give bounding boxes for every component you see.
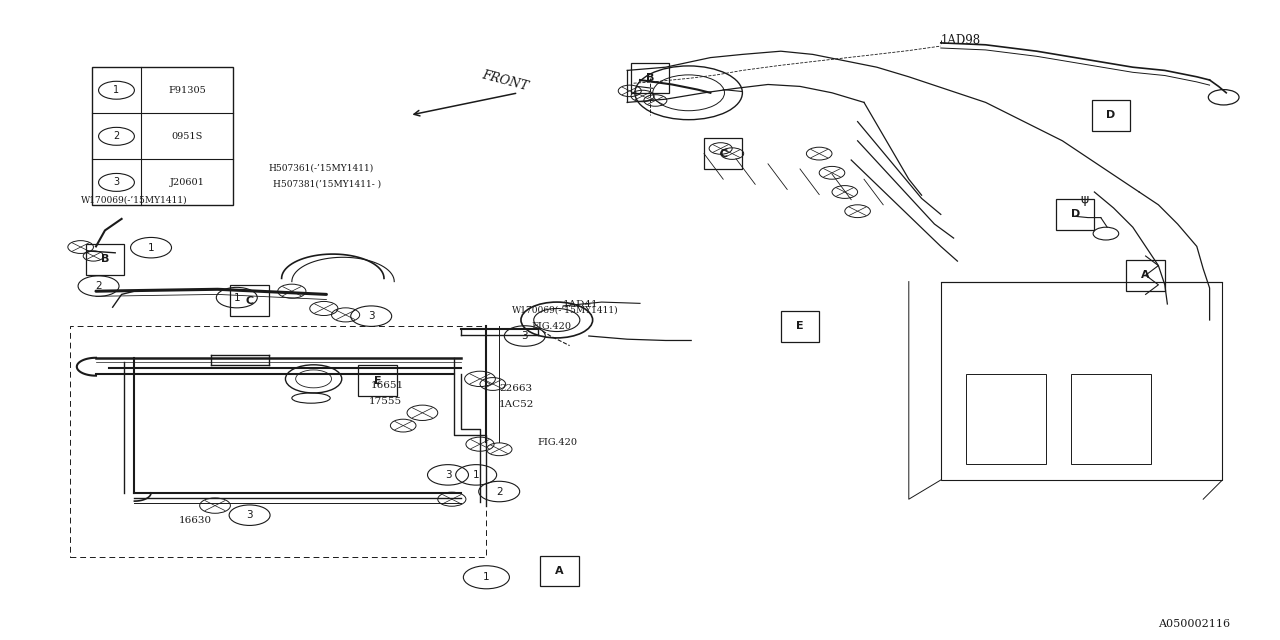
Text: D: D [1106,110,1116,120]
Text: FIG.420: FIG.420 [531,322,571,331]
Text: E: E [796,321,804,332]
Text: B: B [101,254,109,264]
Text: D: D [1070,209,1080,220]
Text: W170069(-’15MY1411): W170069(-’15MY1411) [81,195,187,204]
Bar [1071,374,1151,464]
Text: 3: 3 [444,470,452,480]
Text: H507381(’15MY1411- ): H507381(’15MY1411- ) [273,180,380,189]
Bar [631,63,669,93]
Text: 3: 3 [367,311,375,321]
Text: FRONT: FRONT [480,68,530,93]
Text: F91305: F91305 [168,86,206,95]
Text: A: A [556,566,563,576]
Text: 17555: 17555 [369,397,402,406]
Text: 1AC52: 1AC52 [499,400,535,409]
Text: 0951S: 0951S [172,132,202,141]
Text: 1AD98: 1AD98 [941,34,980,47]
Bar [1092,100,1130,131]
Bar [70,326,486,557]
Bar [1126,260,1165,291]
Bar [540,556,579,586]
Text: W170069(-’15MY1411): W170069(-’15MY1411) [512,306,618,315]
Text: 1: 1 [472,470,480,480]
Bar [704,138,742,169]
Text: C: C [246,296,253,306]
Bar [86,244,124,275]
Text: H507361(-’15MY1411): H507361(-’15MY1411) [269,164,374,173]
Text: 3: 3 [246,510,253,520]
Text: FIG.420: FIG.420 [538,438,577,447]
Text: 2: 2 [95,281,102,291]
Bar [941,282,1222,480]
Bar [358,365,397,396]
Bar [1056,199,1094,230]
Text: 1: 1 [147,243,155,253]
Text: 1: 1 [114,85,119,95]
Text: E: E [374,376,381,386]
Text: A050002116: A050002116 [1158,619,1230,629]
Text: 2: 2 [495,486,503,497]
Text: 16651: 16651 [371,381,404,390]
Text: 1AD41: 1AD41 [563,300,599,308]
Bar [230,285,269,316]
Text: C: C [719,148,727,159]
Text: 3: 3 [521,331,529,341]
Text: 22663: 22663 [499,384,532,393]
Text: 1: 1 [483,572,490,582]
Bar [92,67,233,205]
Bar [966,374,1046,464]
Text: ψ: ψ [1080,193,1088,206]
Text: 16630: 16630 [179,516,212,525]
Text: 2: 2 [114,131,119,141]
Text: B: B [646,73,654,83]
Text: J20601: J20601 [169,178,205,187]
Text: 3: 3 [114,177,119,188]
Bar [781,311,819,342]
Text: 1: 1 [233,292,241,303]
Text: A: A [1142,270,1149,280]
